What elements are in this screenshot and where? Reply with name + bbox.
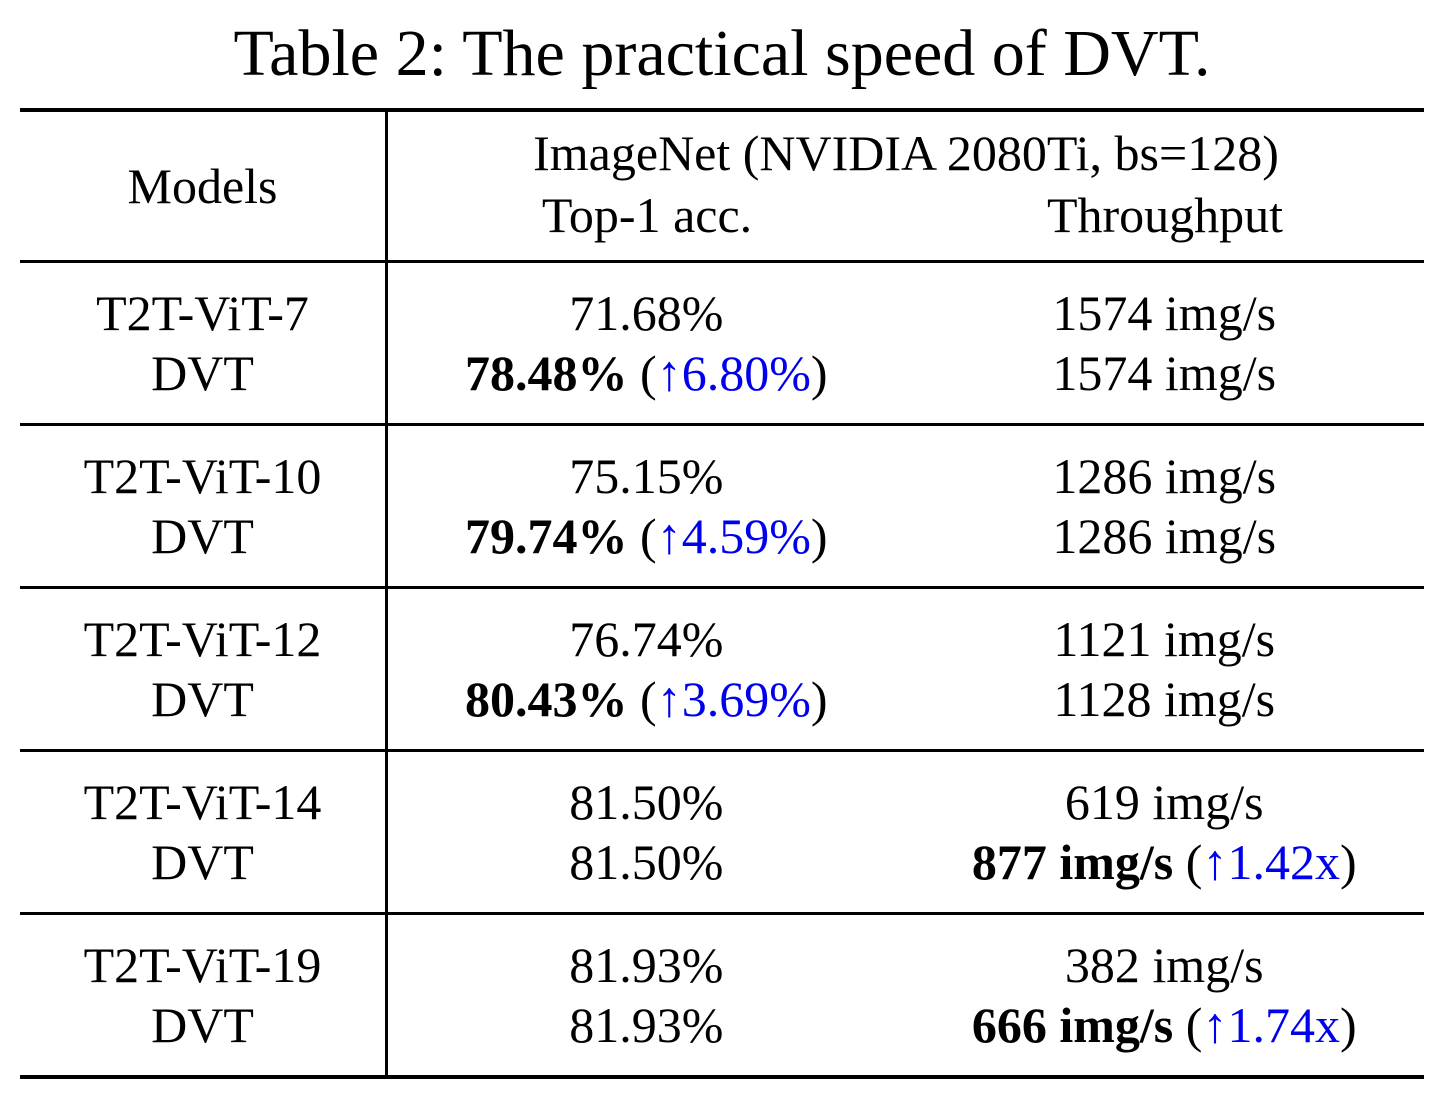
acc-column: 81.93% 81.93% — [385, 915, 904, 1075]
cell-throughput: 1286 img/s — [905, 506, 1424, 586]
header-models: Models — [127, 158, 278, 214]
paren: ( — [627, 671, 657, 727]
model-group-t2t-vit-10: T2T-ViT-10 DVT 75.15% 79.74% (↑4.59%) 12… — [20, 423, 1424, 586]
model-group-t2t-vit-12: T2T-ViT-12 DVT 76.74% 80.43% (↑3.69%) 11… — [20, 586, 1424, 749]
acc-column: 75.15% 79.74% (↑4.59%) — [385, 426, 904, 586]
cell-throughput: 666 img/s (↑1.74x) — [905, 995, 1424, 1075]
cell-top1-acc: 79.74% (↑4.59%) — [388, 506, 904, 586]
model-group-t2t-vit-19: T2T-ViT-19 DVT 81.93% 81.93% 382 img/s 6… — [20, 912, 1424, 1075]
acc-value: 81.93% — [569, 937, 724, 993]
throughput-column: 382 img/s 666 img/s (↑1.74x) — [905, 915, 1424, 1075]
cell-top1-acc: 80.43% (↑3.69%) — [388, 669, 904, 749]
model-column: T2T-ViT-19 DVT — [20, 915, 385, 1075]
cell-throughput: 1128 img/s — [905, 669, 1424, 749]
header-subcolumns: Top-1 acc. Throughput — [388, 184, 1424, 246]
improvement-delta: ↑3.69% — [656, 671, 811, 727]
header-right: ImageNet (NVIDIA 2080Ti, bs=128) Top-1 a… — [385, 112, 1424, 260]
paren: ) — [1339, 834, 1357, 890]
acc-value: 76.74% — [569, 611, 724, 667]
acc-column: 76.74% 80.43% (↑3.69%) — [385, 589, 904, 749]
cell-model: T2T-ViT-12 — [83, 611, 322, 667]
throughput-column: 1574 img/s 1574 img/s — [905, 263, 1424, 423]
cell-top1-acc: 78.48% (↑6.80%) — [388, 343, 904, 423]
acc-value: 78.48% — [465, 345, 628, 401]
model-column: T2T-ViT-12 DVT — [20, 589, 385, 749]
header-top1-acc: Top-1 acc. — [541, 187, 753, 243]
throughput-value: 1128 img/s — [1053, 671, 1276, 727]
acc-value: 80.43% — [465, 671, 628, 727]
paren: ) — [810, 508, 828, 564]
acc-value: 75.15% — [569, 448, 724, 504]
cell-model: DVT — [151, 834, 254, 890]
cell-throughput: 1574 img/s — [905, 263, 1424, 343]
cell-model: T2T-ViT-7 — [96, 285, 309, 341]
throughput-value: 1286 img/s — [1052, 508, 1277, 564]
throughput-value: 1286 img/s — [1052, 448, 1277, 504]
cell-model: T2T-ViT-14 — [83, 774, 322, 830]
acc-value: 79.74% — [465, 508, 628, 564]
paren: ) — [810, 671, 828, 727]
cell-throughput: 619 img/s — [905, 752, 1424, 832]
paren: ) — [810, 345, 828, 401]
improvement-delta: ↑1.74x — [1202, 997, 1340, 1053]
acc-column: 81.50% 81.50% — [385, 752, 904, 912]
throughput-value: 619 img/s — [1064, 774, 1264, 830]
cell-top1-acc: 75.15% — [388, 426, 904, 506]
cell-top1-acc: 71.68% — [388, 263, 904, 343]
cell-throughput: 1286 img/s — [905, 426, 1424, 506]
throughput-column: 1286 img/s 1286 img/s — [905, 426, 1424, 586]
acc-column: 71.68% 78.48% (↑6.80%) — [385, 263, 904, 423]
cell-throughput: 382 img/s — [905, 915, 1424, 995]
model-column: T2T-ViT-7 DVT — [20, 263, 385, 423]
model-column: T2T-ViT-14 DVT — [20, 752, 385, 912]
acc-value: 81.93% — [569, 997, 724, 1053]
results-table: Models ImageNet (NVIDIA 2080Ti, bs=128) … — [20, 108, 1424, 1079]
throughput-value: 877 img/s — [971, 834, 1174, 890]
acc-value: 81.50% — [569, 774, 724, 830]
cell-throughput: 877 img/s (↑1.42x) — [905, 832, 1424, 912]
model-group-t2t-vit-14: T2T-ViT-14 DVT 81.50% 81.50% 619 img/s 8… — [20, 749, 1424, 912]
cell-model: T2T-ViT-19 — [83, 937, 322, 993]
paren: ( — [627, 508, 657, 564]
acc-value: 71.68% — [569, 285, 724, 341]
improvement-delta: ↑4.59% — [656, 508, 811, 564]
cell-model: DVT — [151, 508, 254, 564]
header-throughput: Throughput — [1046, 187, 1284, 243]
cell-top1-acc: 81.93% — [388, 915, 904, 995]
paren: ( — [1173, 834, 1203, 890]
cell-top1-acc: 81.93% — [388, 995, 904, 1075]
model-column: T2T-ViT-10 DVT — [20, 426, 385, 586]
throughput-column: 1121 img/s 1128 img/s — [905, 589, 1424, 749]
paren: ( — [627, 345, 657, 401]
cell-throughput: 1121 img/s — [905, 589, 1424, 669]
throughput-value: 666 img/s — [971, 997, 1174, 1053]
table-header: Models ImageNet (NVIDIA 2080Ti, bs=128) … — [20, 112, 1424, 260]
improvement-delta: ↑1.42x — [1202, 834, 1340, 890]
header-group-label: ImageNet (NVIDIA 2080Ti, bs=128) — [533, 125, 1279, 181]
paren: ) — [1339, 997, 1357, 1053]
cell-model: DVT — [151, 671, 254, 727]
throughput-value: 1574 img/s — [1052, 285, 1277, 341]
throughput-value: 1574 img/s — [1052, 345, 1277, 401]
throughput-column: 619 img/s 877 img/s (↑1.42x) — [905, 752, 1424, 912]
cell-model: DVT — [151, 345, 254, 401]
throughput-value: 382 img/s — [1064, 937, 1264, 993]
cell-top1-acc: 81.50% — [388, 832, 904, 912]
paper-page: Table 2: The practical speed of DVT. Mod… — [20, 17, 1424, 1079]
table-caption: Table 2: The practical speed of DVT. — [233, 17, 1211, 90]
improvement-delta: ↑6.80% — [656, 345, 811, 401]
acc-value: 81.50% — [569, 834, 724, 890]
paren: ( — [1173, 997, 1203, 1053]
throughput-value: 1121 img/s — [1053, 611, 1276, 667]
cell-model: DVT — [151, 997, 254, 1053]
cell-top1-acc: 81.50% — [388, 752, 904, 832]
cell-model: T2T-ViT-10 — [83, 448, 322, 504]
cell-top1-acc: 76.74% — [388, 589, 904, 669]
model-group-t2t-vit-7: T2T-ViT-7 DVT 71.68% 78.48% (↑6.80%) 157… — [20, 260, 1424, 423]
cell-throughput: 1574 img/s — [905, 343, 1424, 423]
